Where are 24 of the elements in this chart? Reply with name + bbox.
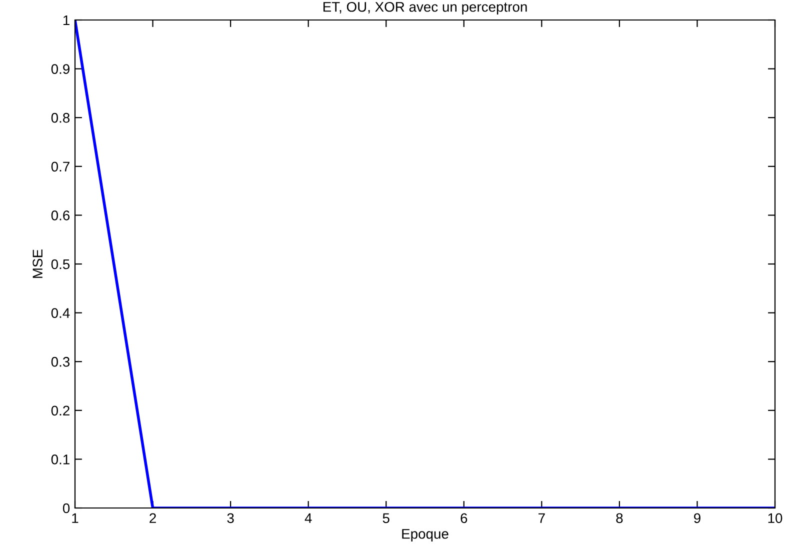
y-tick-label: 0.7: [51, 162, 70, 172]
y-tick-label: 0: [62, 503, 70, 514]
y-tick-label: 1: [63, 15, 70, 26]
y-tick-label: 0.4: [51, 308, 70, 318]
x-tick-label: 6: [460, 513, 468, 524]
x-tick-label: 7: [538, 513, 545, 523]
y-axis-title: MSE: [32, 250, 43, 278]
y-tick-label: 0.6: [51, 210, 70, 220]
x-tick-label: 8: [616, 513, 623, 524]
x-tick-label: 2: [150, 513, 156, 523]
y-tick-label: 0.1: [51, 454, 70, 464]
y-tick-label: 0.3: [51, 356, 70, 367]
y-tick-label: 0.8: [51, 112, 70, 123]
x-tick-label: 9: [694, 513, 700, 524]
y-tick-label: 0.2: [51, 406, 70, 416]
x-tick-label: 4: [304, 513, 312, 523]
x-tick-label: 5: [382, 513, 390, 524]
x-tick-label: 3: [227, 513, 234, 524]
y-tick-label: 0.5: [51, 259, 70, 270]
chart-title: ET, OU, XOR avec un perceptron: [323, 2, 527, 15]
y-tick-label: 0.9: [51, 64, 70, 74]
x-tick-label: 10: [768, 513, 782, 524]
x-axis-title: Epoque: [402, 529, 448, 542]
x-tick-label: 1: [72, 513, 78, 523]
